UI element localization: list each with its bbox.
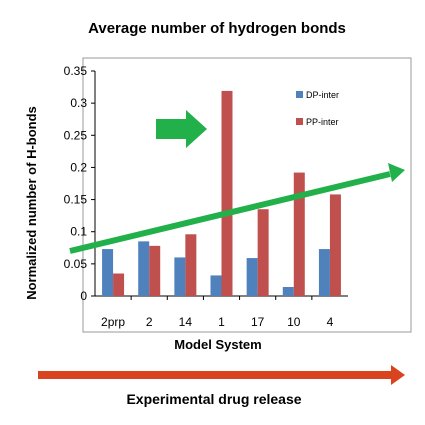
chart-title: Average number of hydrogen bonds: [88, 20, 346, 37]
y-axis-label: Normalized number of H-bonds: [24, 106, 39, 300]
bottom-label: Experimental drug release: [126, 391, 301, 407]
release-arrowhead-icon: [391, 365, 405, 385]
release-arrow-shaft: [38, 371, 393, 379]
bar-dp-inter-10: [282, 287, 294, 296]
bar-pp-inter-4: [329, 194, 341, 296]
bar-pp-inter-2prp: [113, 273, 125, 296]
x-ticks: 2prp 2 14 1 17 10 4: [101, 296, 334, 329]
y-tick-label: 0.15: [64, 193, 88, 207]
x-tick-label: 2: [146, 315, 153, 329]
bar-pp-inter-17: [257, 209, 269, 296]
bars: [102, 90, 341, 296]
plot-frame: [82, 57, 412, 333]
bar-dp-inter-4: [318, 249, 330, 296]
bar-dp-inter-17: [246, 258, 258, 296]
legend: DP-inter PP-inter: [296, 90, 339, 127]
x-tick-label: 1: [218, 315, 225, 329]
x-tick-label: 2prp: [101, 315, 125, 329]
x-tick-label: 17: [251, 315, 265, 329]
bar-pp-inter-2: [149, 245, 161, 296]
y-ticks: 0 0.05 0.1 0.15 0.2 0.25 0.3 0.35: [64, 64, 95, 303]
x-tick-label: 14: [179, 315, 193, 329]
y-tick-label: 0.35: [64, 64, 88, 78]
green-trend-line: [69, 171, 391, 254]
bar-pp-inter-1: [221, 90, 233, 296]
green-block-arrow-icon: [156, 110, 207, 148]
bar-dp-inter-2: [138, 241, 150, 296]
legend-label-pp: PP-inter: [306, 117, 339, 127]
bar-dp-inter-2prp: [102, 249, 114, 296]
legend-swatch-dp: [296, 91, 303, 98]
x-tick-label: 10: [287, 315, 301, 329]
y-tick-label: 0.1: [70, 225, 87, 239]
bar-pp-inter-10: [293, 172, 305, 296]
y-tick-label: 0.25: [64, 128, 88, 142]
legend-label-dp: DP-inter: [306, 90, 339, 100]
y-tick-label: 0.3: [70, 96, 87, 110]
y-tick-label: 0: [80, 289, 87, 303]
x-axis-label: Model System: [174, 337, 261, 352]
bar-dp-inter-14: [174, 257, 186, 296]
bar-pp-inter-14: [185, 234, 197, 296]
bar-dp-inter-1: [210, 275, 222, 296]
legend-swatch-pp: [296, 118, 303, 125]
green-trend-arrowhead-icon: [388, 163, 405, 182]
y-tick-label: 0.05: [64, 257, 88, 271]
x-tick-label: 4: [327, 315, 334, 329]
y-tick-label: 0.2: [70, 160, 87, 174]
